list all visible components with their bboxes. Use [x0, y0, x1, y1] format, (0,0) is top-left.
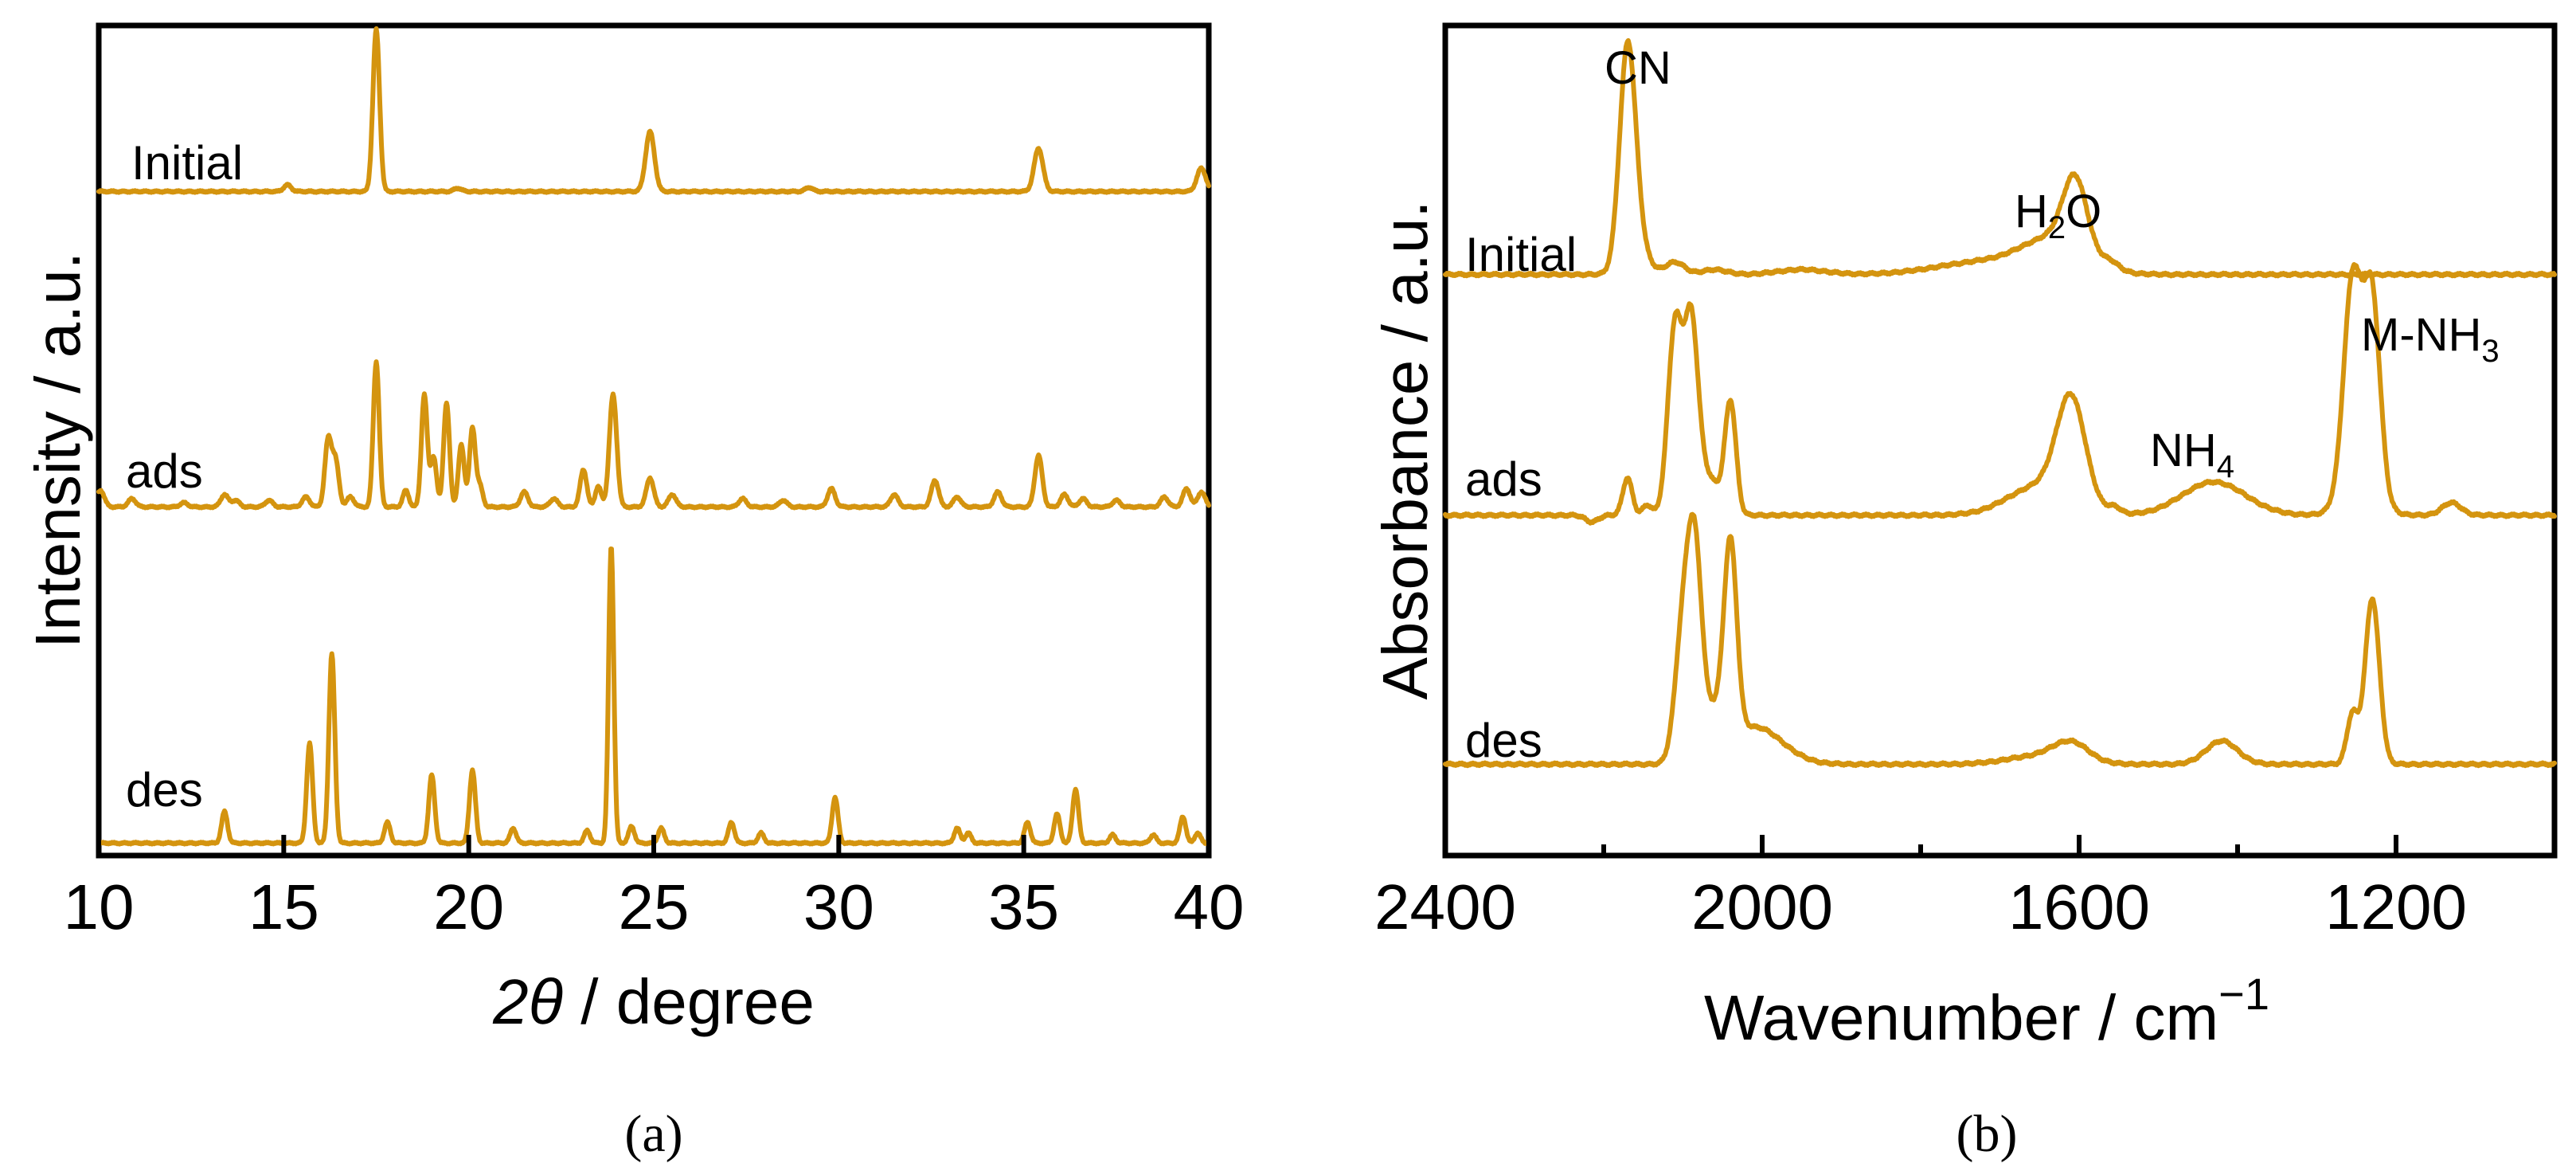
panel-a-x-ticks: 10 15 20 25 30 35 40: [64, 835, 1245, 942]
x-tick-label-b-1600: 1600: [2008, 871, 2150, 942]
annotation-h2o: H2O: [2015, 186, 2101, 245]
series-line-ads-a: [96, 359, 1211, 511]
panel-a: 10 15 20 25 30 35 40 Initial ads des Intensity…: [22, 22, 1245, 1037]
annotation-h2o-sub: 2: [2048, 210, 2066, 245]
x-tick-label-b-2400: 2400: [1374, 871, 1516, 942]
x-axis-title-b: Wavenumber / cm−1: [1704, 969, 2269, 1053]
y-axis-title-b: Absorbance / a.u.: [1370, 200, 1440, 699]
panel-b: 2400 2000 1600 1200 Initial ads des CN H2O …: [1370, 22, 2558, 1053]
panel-b-annotations: CN H2O NH4 M-NH3: [1605, 42, 2500, 484]
annotation-h2o-main: H: [2015, 186, 2048, 237]
series-label-initial-a: Initial: [131, 136, 243, 190]
panel-a-traces: [96, 26, 1211, 847]
series-label-ads-b: ads: [1465, 452, 1542, 506]
series-label-des-b: des: [1465, 714, 1542, 767]
series-line-des-b: [1443, 511, 2557, 769]
panel-b-traces: [1443, 37, 2557, 769]
x-axis-title-a-suffix: / degree: [563, 966, 815, 1037]
panel-b-x-ticks: 2400 2000 1600 1200: [1374, 835, 2467, 942]
caption-a: (a): [624, 1105, 682, 1163]
series-line-des-a: [96, 546, 1211, 847]
series-line-initial-a: [96, 26, 1211, 195]
x-tick-label-a-35: 35: [988, 871, 1059, 942]
x-axis-title-a: 2θ / degree: [492, 966, 815, 1037]
x-tick-label-b-1200: 1200: [2325, 871, 2467, 942]
y-axis-title-a: Intensity / a.u.: [22, 252, 93, 648]
x-axis-title-a-prefix: 2: [492, 966, 529, 1037]
x-axis-title-b-main: Wavenumber / cm: [1704, 982, 2218, 1053]
x-tick-label-a-40: 40: [1174, 871, 1245, 942]
annotation-nh4-sub: 4: [2217, 449, 2234, 484]
annotation-m-nh3-sub: 3: [2481, 334, 2499, 369]
series-line-ads-b: [1443, 262, 2557, 526]
series-label-ads-a: ads: [126, 445, 203, 498]
series-label-des-a: des: [126, 763, 203, 817]
annotation-cn: CN: [1605, 42, 1671, 94]
x-axis-title-b-sup: −1: [2218, 969, 2269, 1019]
series-label-initial-b: Initial: [1465, 228, 1577, 281]
x-tick-label-b-2000: 2000: [1691, 871, 1833, 942]
x-tick-label-a-15: 15: [248, 871, 319, 942]
x-tick-label-a-25: 25: [619, 871, 690, 942]
annotation-m-nh3-main: M-NH: [2361, 309, 2481, 361]
x-axis-title-a-symbol: θ: [529, 966, 563, 1037]
x-tick-label-a-30: 30: [803, 871, 874, 942]
annotation-nh4-main: NH: [2150, 425, 2217, 476]
caption-b: (b): [1956, 1105, 2018, 1163]
annotation-h2o-tail: O: [2066, 186, 2101, 237]
annotation-m-nh3: M-NH3: [2361, 309, 2500, 369]
annotation-nh4: NH4: [2150, 425, 2234, 484]
panel-a-series-labels: Initial ads des: [126, 136, 243, 817]
x-tick-label-a-10: 10: [64, 871, 135, 942]
panel-b-series-labels: Initial ads des: [1465, 228, 1577, 767]
x-tick-label-a-20: 20: [433, 871, 504, 942]
panel-b-frame: [1442, 22, 2558, 859]
